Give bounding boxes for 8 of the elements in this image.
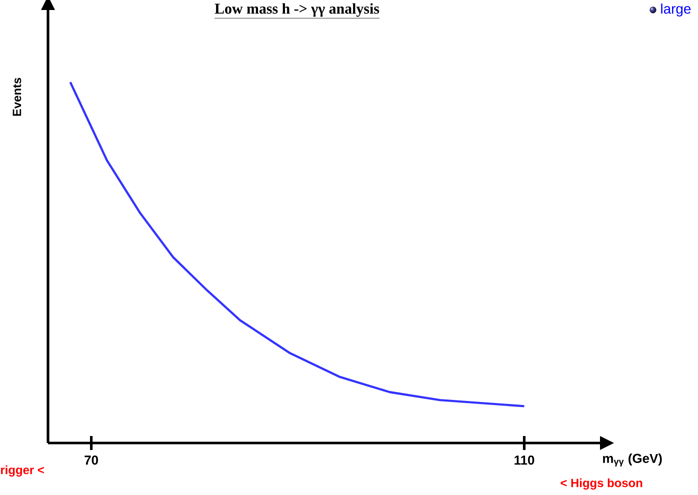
text: < Higgs boson [560, 478, 642, 490]
x-axis-title: m$_{γγ}$ (GeV) [603, 453, 662, 467]
text: large [661, 3, 691, 16]
chart-title: Low mass h -> γγ analysis [214, 3, 380, 17]
x-tick-label: 70 [84, 456, 98, 465]
y-axis-title: Events [12, 78, 22, 116]
text: rigger < [0, 465, 44, 477]
x-tick-label: 110 [514, 456, 534, 465]
